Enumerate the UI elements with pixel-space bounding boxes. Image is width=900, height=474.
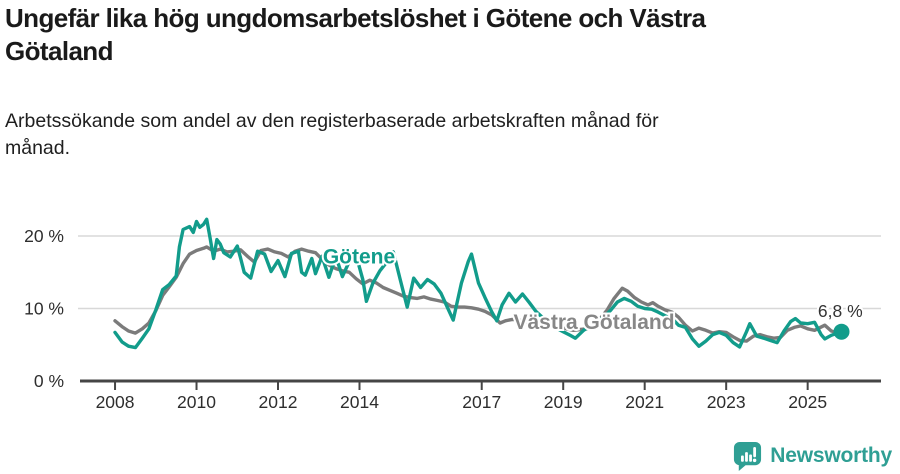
y-tick-label: 0 % xyxy=(34,371,64,391)
x-tick-label: 2012 xyxy=(259,392,298,412)
x-tick-label: 2014 xyxy=(340,392,379,412)
newsworthy-logo: Newsworthy xyxy=(732,440,892,471)
goetene-line-end-dot xyxy=(833,323,850,340)
y-tick-label: 20 % xyxy=(24,226,64,246)
x-tick-label: 2008 xyxy=(96,392,135,412)
goetene-line xyxy=(113,217,844,350)
chart-title: Ungefär lika hög ungdomsarbetslöshet i G… xyxy=(5,3,706,67)
newsworthy-brand-text: Newsworthy xyxy=(770,443,892,467)
x-tick-label: 2021 xyxy=(625,392,664,412)
x-tick-label: 2017 xyxy=(462,392,501,412)
newsworthy-speech-bubble-bar-chart-icon xyxy=(734,441,762,471)
latest-value-annotation: 6,8 % xyxy=(818,301,863,321)
y-tick-label: 10 % xyxy=(24,299,64,319)
x-tick-label: 2019 xyxy=(544,392,583,412)
vastra-gotaland-line xyxy=(113,245,844,343)
x-tick-label: 2023 xyxy=(707,392,746,412)
x-tick-label: 2010 xyxy=(177,392,216,412)
vastra-gotaland-series-label: Västra Götaland xyxy=(514,311,675,334)
chart-subtitle: Arbetssökande som andel av den registerb… xyxy=(5,110,659,160)
x-tick-label: 2025 xyxy=(788,392,827,412)
goetene-series-label: Götene xyxy=(323,246,395,269)
